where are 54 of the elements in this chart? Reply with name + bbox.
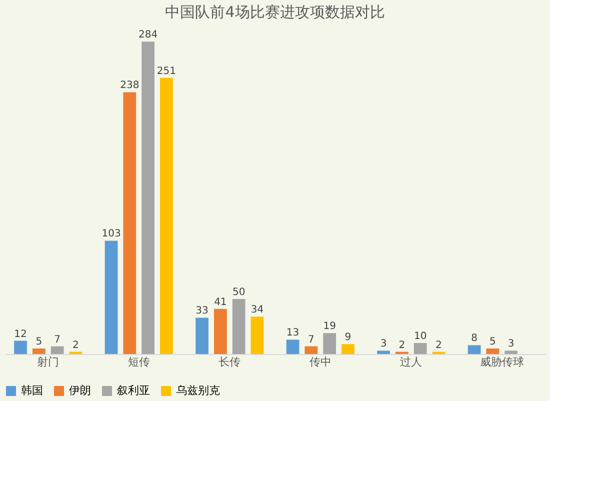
data-label: 3 — [508, 338, 514, 350]
bar — [377, 350, 390, 354]
legend-label: 乌兹别克 — [176, 384, 220, 397]
bar — [342, 344, 354, 354]
x-tick-label: 传中 — [309, 356, 332, 368]
bar — [414, 343, 427, 354]
bar — [323, 333, 336, 354]
bar — [250, 316, 264, 354]
legend-label: 伊朗 — [69, 384, 91, 397]
bar — [14, 340, 27, 354]
chart-title: 中国队前4场比赛进攻项数据对比 — [165, 3, 385, 21]
data-label: 2 — [436, 340, 442, 351]
x-tick-label: 过人 — [400, 356, 422, 368]
data-label: 5 — [36, 336, 42, 348]
data-label: 103 — [102, 228, 121, 240]
data-label: 7 — [308, 334, 314, 346]
bar — [214, 308, 227, 354]
data-label: 9 — [344, 332, 352, 344]
bar — [160, 78, 173, 354]
bar — [32, 348, 46, 354]
data-label: 284 — [138, 30, 158, 41]
data-label: 3 — [380, 338, 387, 350]
bar — [196, 318, 208, 354]
data-label: 251 — [156, 66, 176, 77]
bar — [286, 340, 300, 354]
x-tick-label: 长传 — [218, 356, 241, 368]
data-label: 33 — [196, 306, 208, 317]
data-label: 41 — [214, 296, 227, 308]
x-tick-label: 射门 — [37, 356, 60, 368]
bar — [123, 92, 136, 354]
data-label: 2 — [72, 340, 79, 351]
data-label: 12 — [14, 328, 27, 340]
data-label: 238 — [120, 80, 140, 92]
x-tick-label: 威胁传球 — [480, 356, 524, 368]
bar — [232, 299, 246, 354]
bar — [468, 345, 481, 354]
data-label: 50 — [232, 287, 246, 298]
x-tick-label: 短传 — [128, 356, 150, 368]
data-label: 7 — [54, 334, 60, 346]
bar — [142, 42, 155, 354]
bar — [486, 348, 500, 354]
data-label: 19 — [323, 321, 336, 332]
bar — [104, 240, 118, 354]
data-label: 34 — [250, 304, 264, 316]
bar — [50, 346, 64, 354]
data-label: 13 — [286, 328, 300, 339]
data-label: 5 — [490, 336, 496, 348]
legend-label: 叙利亚 — [117, 384, 150, 397]
bar — [304, 346, 318, 354]
data-label: 2 — [398, 340, 406, 351]
data-label: 10 — [414, 331, 427, 342]
data-label: 8 — [471, 333, 478, 344]
bar — [504, 350, 518, 354]
legend-label: 韩国 — [21, 384, 43, 397]
